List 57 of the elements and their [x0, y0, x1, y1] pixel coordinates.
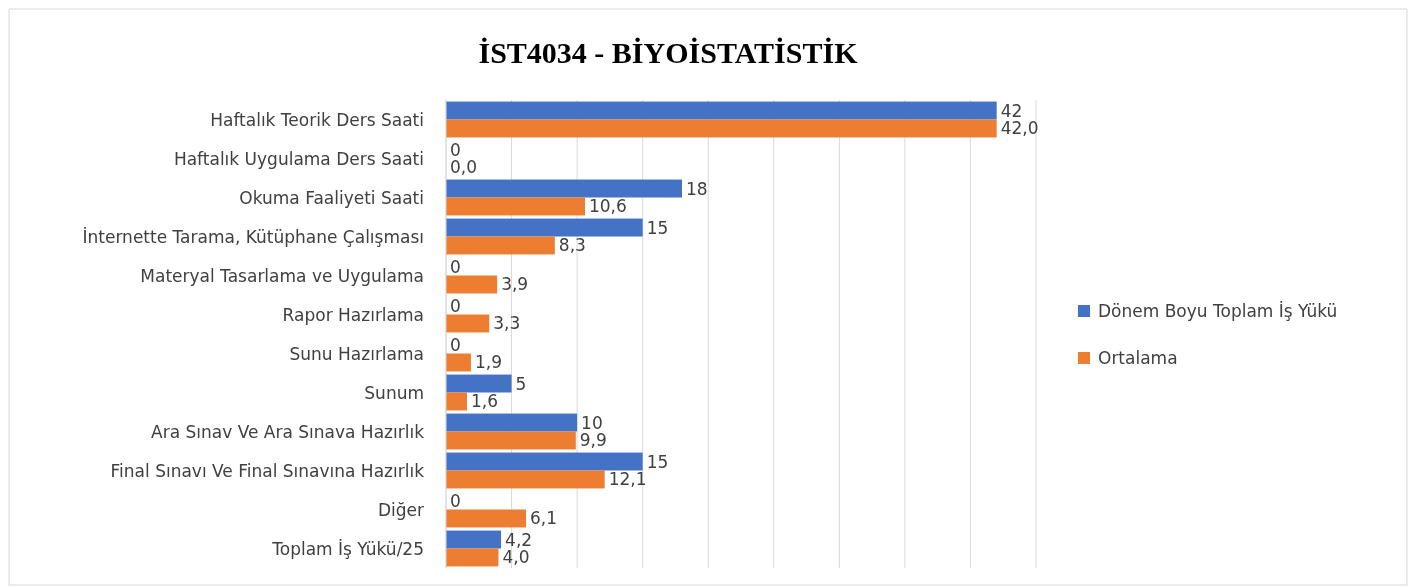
chart-title: İST4034 - BİYOİSTATİSTİK [478, 36, 859, 69]
data-label: 10,6 [588, 196, 627, 217]
data-label: 10 [581, 412, 603, 433]
y-tick-label: Haftalık Uygulama Ders Saati [173, 148, 424, 169]
y-tick-label: Haftalık Teorik Ders Saati [210, 109, 424, 130]
data-label: 1,6 [470, 391, 499, 412]
data-label: 8,3 [558, 235, 586, 256]
bar [446, 119, 997, 138]
data-label: 3,3 [493, 313, 521, 334]
legend-label: Dönem Boyu Toplam İş Yükü [1098, 301, 1338, 321]
y-tick-label: Ara Sınav Ve Ara Sınava Hazırlık [151, 421, 425, 442]
bar [446, 275, 498, 294]
y-tick-label: Okuma Faaliyeti Saati [239, 187, 424, 208]
data-label: 1,9 [474, 352, 502, 373]
y-tick-label: Sunu Hazırlama [289, 343, 424, 364]
bar [446, 314, 490, 333]
data-label: 42,0 [1000, 118, 1039, 139]
data-label: 5 [515, 373, 527, 394]
data-label: 0 [450, 334, 461, 355]
bar [446, 179, 682, 198]
data-label: 4,0 [502, 547, 530, 568]
data-label: 0 [450, 295, 461, 316]
legend-label: Ortalama [1098, 348, 1178, 368]
bar [446, 413, 578, 432]
y-tick-label: Final Sınavı Ve Final Sınavına Hazırlık [110, 460, 425, 481]
data-label: 0 [450, 490, 461, 511]
bar [446, 218, 643, 237]
bar [446, 101, 997, 120]
data-label: 18 [686, 178, 708, 199]
data-label: 0,0 [450, 157, 478, 178]
bar [446, 353, 471, 372]
bar [446, 374, 512, 393]
bar [446, 392, 467, 411]
y-tick-label: Materyal Tasarlama ve Uygulama [140, 265, 424, 286]
data-label: 6,1 [529, 508, 558, 529]
y-tick-label: Rapor Hazırlama [282, 304, 424, 325]
data-label: 0 [450, 256, 461, 277]
data-label: 12,1 [608, 469, 647, 490]
bar [446, 452, 643, 471]
bar [446, 236, 555, 255]
y-tick-label: İnternette Tarama, Kütüphane Çalışması [82, 226, 424, 247]
bar [446, 530, 502, 549]
data-label: 0 [450, 139, 461, 160]
bar [446, 470, 605, 489]
data-label: 42 [1000, 100, 1023, 121]
y-tick-label: Sunum [364, 382, 424, 403]
data-label: 4,2 [505, 529, 533, 550]
data-label: 9,9 [579, 430, 607, 451]
data-label: 15 [646, 451, 669, 472]
y-tick-label: Diğer [377, 499, 424, 520]
bar [446, 509, 526, 528]
data-label: 15 [646, 217, 669, 238]
y-tick-label: Toplam İş Yükü/25 [271, 538, 424, 559]
data-label: 3,9 [501, 274, 529, 295]
bar [446, 431, 576, 450]
bar [446, 548, 499, 567]
bar [446, 197, 585, 216]
